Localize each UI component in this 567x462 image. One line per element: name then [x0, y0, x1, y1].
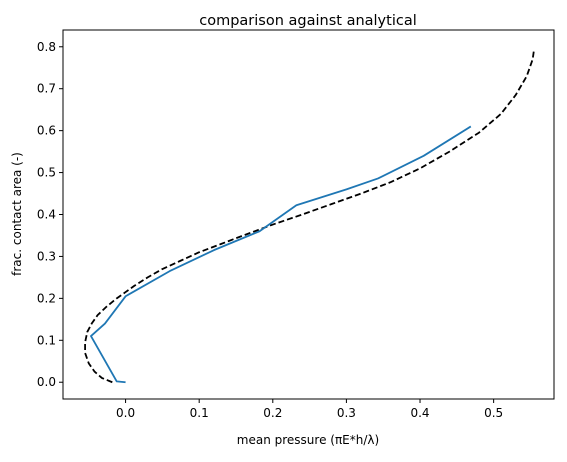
y-tick-label: 0.5	[37, 166, 56, 180]
series-line-2	[90, 125, 472, 384]
x-tick-label: 0.2	[263, 406, 282, 420]
x-tick-label: 0.1	[190, 406, 209, 420]
x-axis-label: mean pressure (πE*h/λ)	[237, 433, 379, 447]
y-tick-label: 0.0	[37, 375, 56, 389]
chart-title: comparison against analytical	[199, 13, 417, 29]
series-line-1	[84, 48, 536, 384]
x-tick-label: 0.3	[337, 406, 356, 420]
y-tick-label: 0.2	[37, 291, 56, 305]
y-tick-label: 0.1	[37, 333, 56, 347]
x-tick-label: 0.0	[116, 406, 135, 420]
x-tick-label: 0.4	[410, 406, 429, 420]
y-tick-label: 0.7	[37, 82, 56, 96]
y-tick-label: 0.3	[37, 249, 56, 263]
y-axis-label: frac. contact area (-)	[10, 152, 24, 276]
y-axis: 0.0 0.1 0.2 0.3 0.4 0.5 0.6 0.7 0.8	[37, 40, 63, 389]
y-tick-label: 0.6	[37, 124, 56, 138]
y-tick-label: 0.8	[37, 40, 56, 54]
y-tick-label: 0.4	[37, 208, 56, 222]
x-tick-label: 0.5	[484, 406, 503, 420]
x-axis: 0.0 0.1 0.2 0.3 0.4 0.5	[116, 399, 503, 420]
plot-area	[84, 48, 536, 384]
